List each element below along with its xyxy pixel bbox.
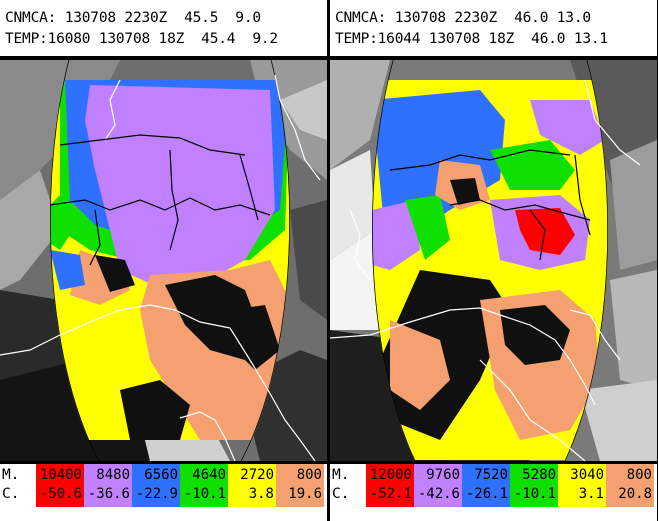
- left-header-line1: CNMCA: 130708 2230Z 45.5 9.0: [5, 10, 261, 26]
- right-legend: M. C. 12000 -52.1 9760 -42.6 7520 -26.1 528…: [330, 464, 657, 521]
- legend-c-value: -26.1: [465, 486, 508, 502]
- legend-m-value: 8480: [96, 467, 130, 483]
- legend-c-value: -52.1: [369, 486, 412, 502]
- left-legend-bin: 800 19.6: [276, 464, 324, 507]
- legend-m-value: 12000: [369, 467, 412, 483]
- right-legend-bin: 9760 -42.6: [414, 464, 462, 507]
- legend-m-value: 4640: [192, 467, 226, 483]
- right-legend-bin: 7520 -26.1: [462, 464, 510, 507]
- legend-c-value: -22.9: [135, 486, 178, 502]
- left-legend-bin: 4640 -10.1: [180, 464, 228, 507]
- right-legend-bin: 5280 -10.1: [510, 464, 558, 507]
- left-legend-bin: 2720 3.8: [228, 464, 276, 507]
- left-legend-bin: 10400 -50.6: [36, 464, 84, 507]
- legend-c-value: 19.6: [288, 486, 322, 502]
- right-borders: [389, 149, 591, 261]
- left-legend-label-m: M.: [2, 467, 20, 483]
- legend-c-value: -10.1: [513, 486, 556, 502]
- left-legend-label-c: C.: [2, 486, 20, 502]
- legend-m-value: 10400: [39, 467, 82, 483]
- left-legend-bin: 6560 -22.9: [132, 464, 180, 507]
- legend-c-value: 3.8: [248, 486, 274, 502]
- legend-m-value: 3040: [570, 467, 604, 483]
- right-panel: CNMCA: 130708 2230Z 46.0 13.0 TEMP:16044…: [330, 0, 657, 521]
- left-panel: CNMCA: 130708 2230Z 45.5 9.0 TEMP:16080 …: [0, 0, 327, 521]
- legend-m-value: 5280: [522, 467, 556, 483]
- right-legend-label-m: M.: [332, 467, 350, 483]
- legend-c-value: -50.6: [39, 486, 82, 502]
- right-satellite-map: [330, 60, 657, 461]
- legend-m-value: 2720: [240, 467, 274, 483]
- legend-m-value: 800: [626, 467, 652, 483]
- left-header-line2: TEMP:16080 130708 18Z 45.4 9.2: [5, 31, 278, 47]
- right-header-line1: CNMCA: 130708 2230Z 46.0 13.0: [335, 10, 591, 26]
- right-legend-bin: 800 20.8: [606, 464, 654, 507]
- legend-c-value: -36.6: [87, 486, 130, 502]
- panel-divider: [327, 0, 330, 521]
- left-radar-coverage: [50, 80, 290, 440]
- legend-c-value: -10.1: [183, 486, 226, 502]
- right-header: CNMCA: 130708 2230Z 46.0 13.0 TEMP:16044…: [330, 0, 657, 56]
- right-header-line2: TEMP:16044 130708 18Z 46.0 13.1: [335, 31, 608, 47]
- legend-m-value: 6560: [144, 467, 178, 483]
- right-legend-label-c: C.: [332, 486, 350, 502]
- left-legend-bin: 8480 -36.6: [84, 464, 132, 507]
- right-legend-bin: 12000 -52.1: [366, 464, 414, 507]
- legend-c-value: -42.6: [417, 486, 460, 502]
- legend-m-value: 9760: [426, 467, 460, 483]
- legend-c-value: 3.1: [578, 486, 604, 502]
- left-coastlines: [0, 74, 321, 461]
- legend-m-value: 7520: [474, 467, 508, 483]
- left-borders: [49, 134, 271, 266]
- legend-m-value: 800: [296, 467, 322, 483]
- right-legend-bin: 3040 3.1: [558, 464, 606, 507]
- left-satellite-map: [0, 60, 327, 461]
- right-coastlines: [330, 79, 641, 461]
- left-legend: M. C. 10400 -50.6 8480 -36.6 6560 -22.9 464…: [0, 464, 327, 521]
- left-header: CNMCA: 130708 2230Z 45.5 9.0 TEMP:16080 …: [0, 0, 327, 56]
- right-radar-coverage: [372, 80, 608, 460]
- legend-c-value: 20.8: [618, 486, 652, 502]
